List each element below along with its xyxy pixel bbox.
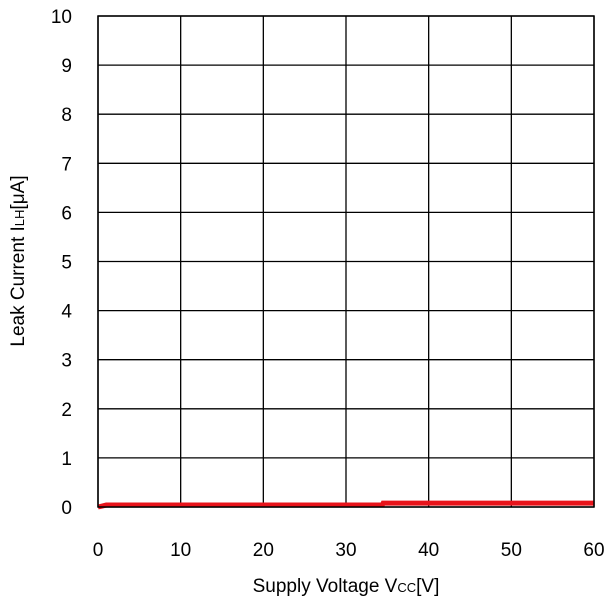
x-tick-label: 40	[418, 540, 439, 561]
y-axis-title: Leak Current ILH[μA]	[8, 175, 29, 346]
x-tick-label: 0	[93, 540, 104, 561]
y-tick-label: 9	[61, 56, 72, 77]
series-layer	[97, 500, 594, 510]
y-tick-label: 4	[61, 302, 72, 323]
plot-frame	[97, 15, 595, 508]
x-tick-label: 50	[501, 540, 522, 561]
x-axis-title: Supply Voltage VCC[V]	[253, 576, 440, 597]
y-tick-labels: 0 1 2 3 4 5 6 7 8 9 10	[51, 7, 73, 519]
y-tick-label: 8	[61, 105, 72, 126]
y-tick-label: 3	[61, 351, 72, 372]
x-tick-label: 10	[170, 540, 191, 561]
y-tick-label: 7	[61, 154, 72, 175]
y-tick-label: 6	[61, 203, 72, 224]
x-tick-label: 60	[583, 540, 604, 561]
x-tick-labels: 0 10 20 30 40 50 60	[93, 540, 605, 561]
series-line	[97, 500, 594, 510]
y-tick-label: 2	[61, 400, 72, 421]
x-tick-label: 30	[335, 540, 356, 561]
x-tick-label: 20	[253, 540, 274, 561]
y-tick-label: 0	[61, 498, 72, 519]
grid-lines	[97, 15, 595, 508]
y-tick-label: 1	[61, 449, 72, 470]
y-tick-label: 5	[61, 253, 72, 274]
y-tick-label: 10	[51, 7, 72, 28]
